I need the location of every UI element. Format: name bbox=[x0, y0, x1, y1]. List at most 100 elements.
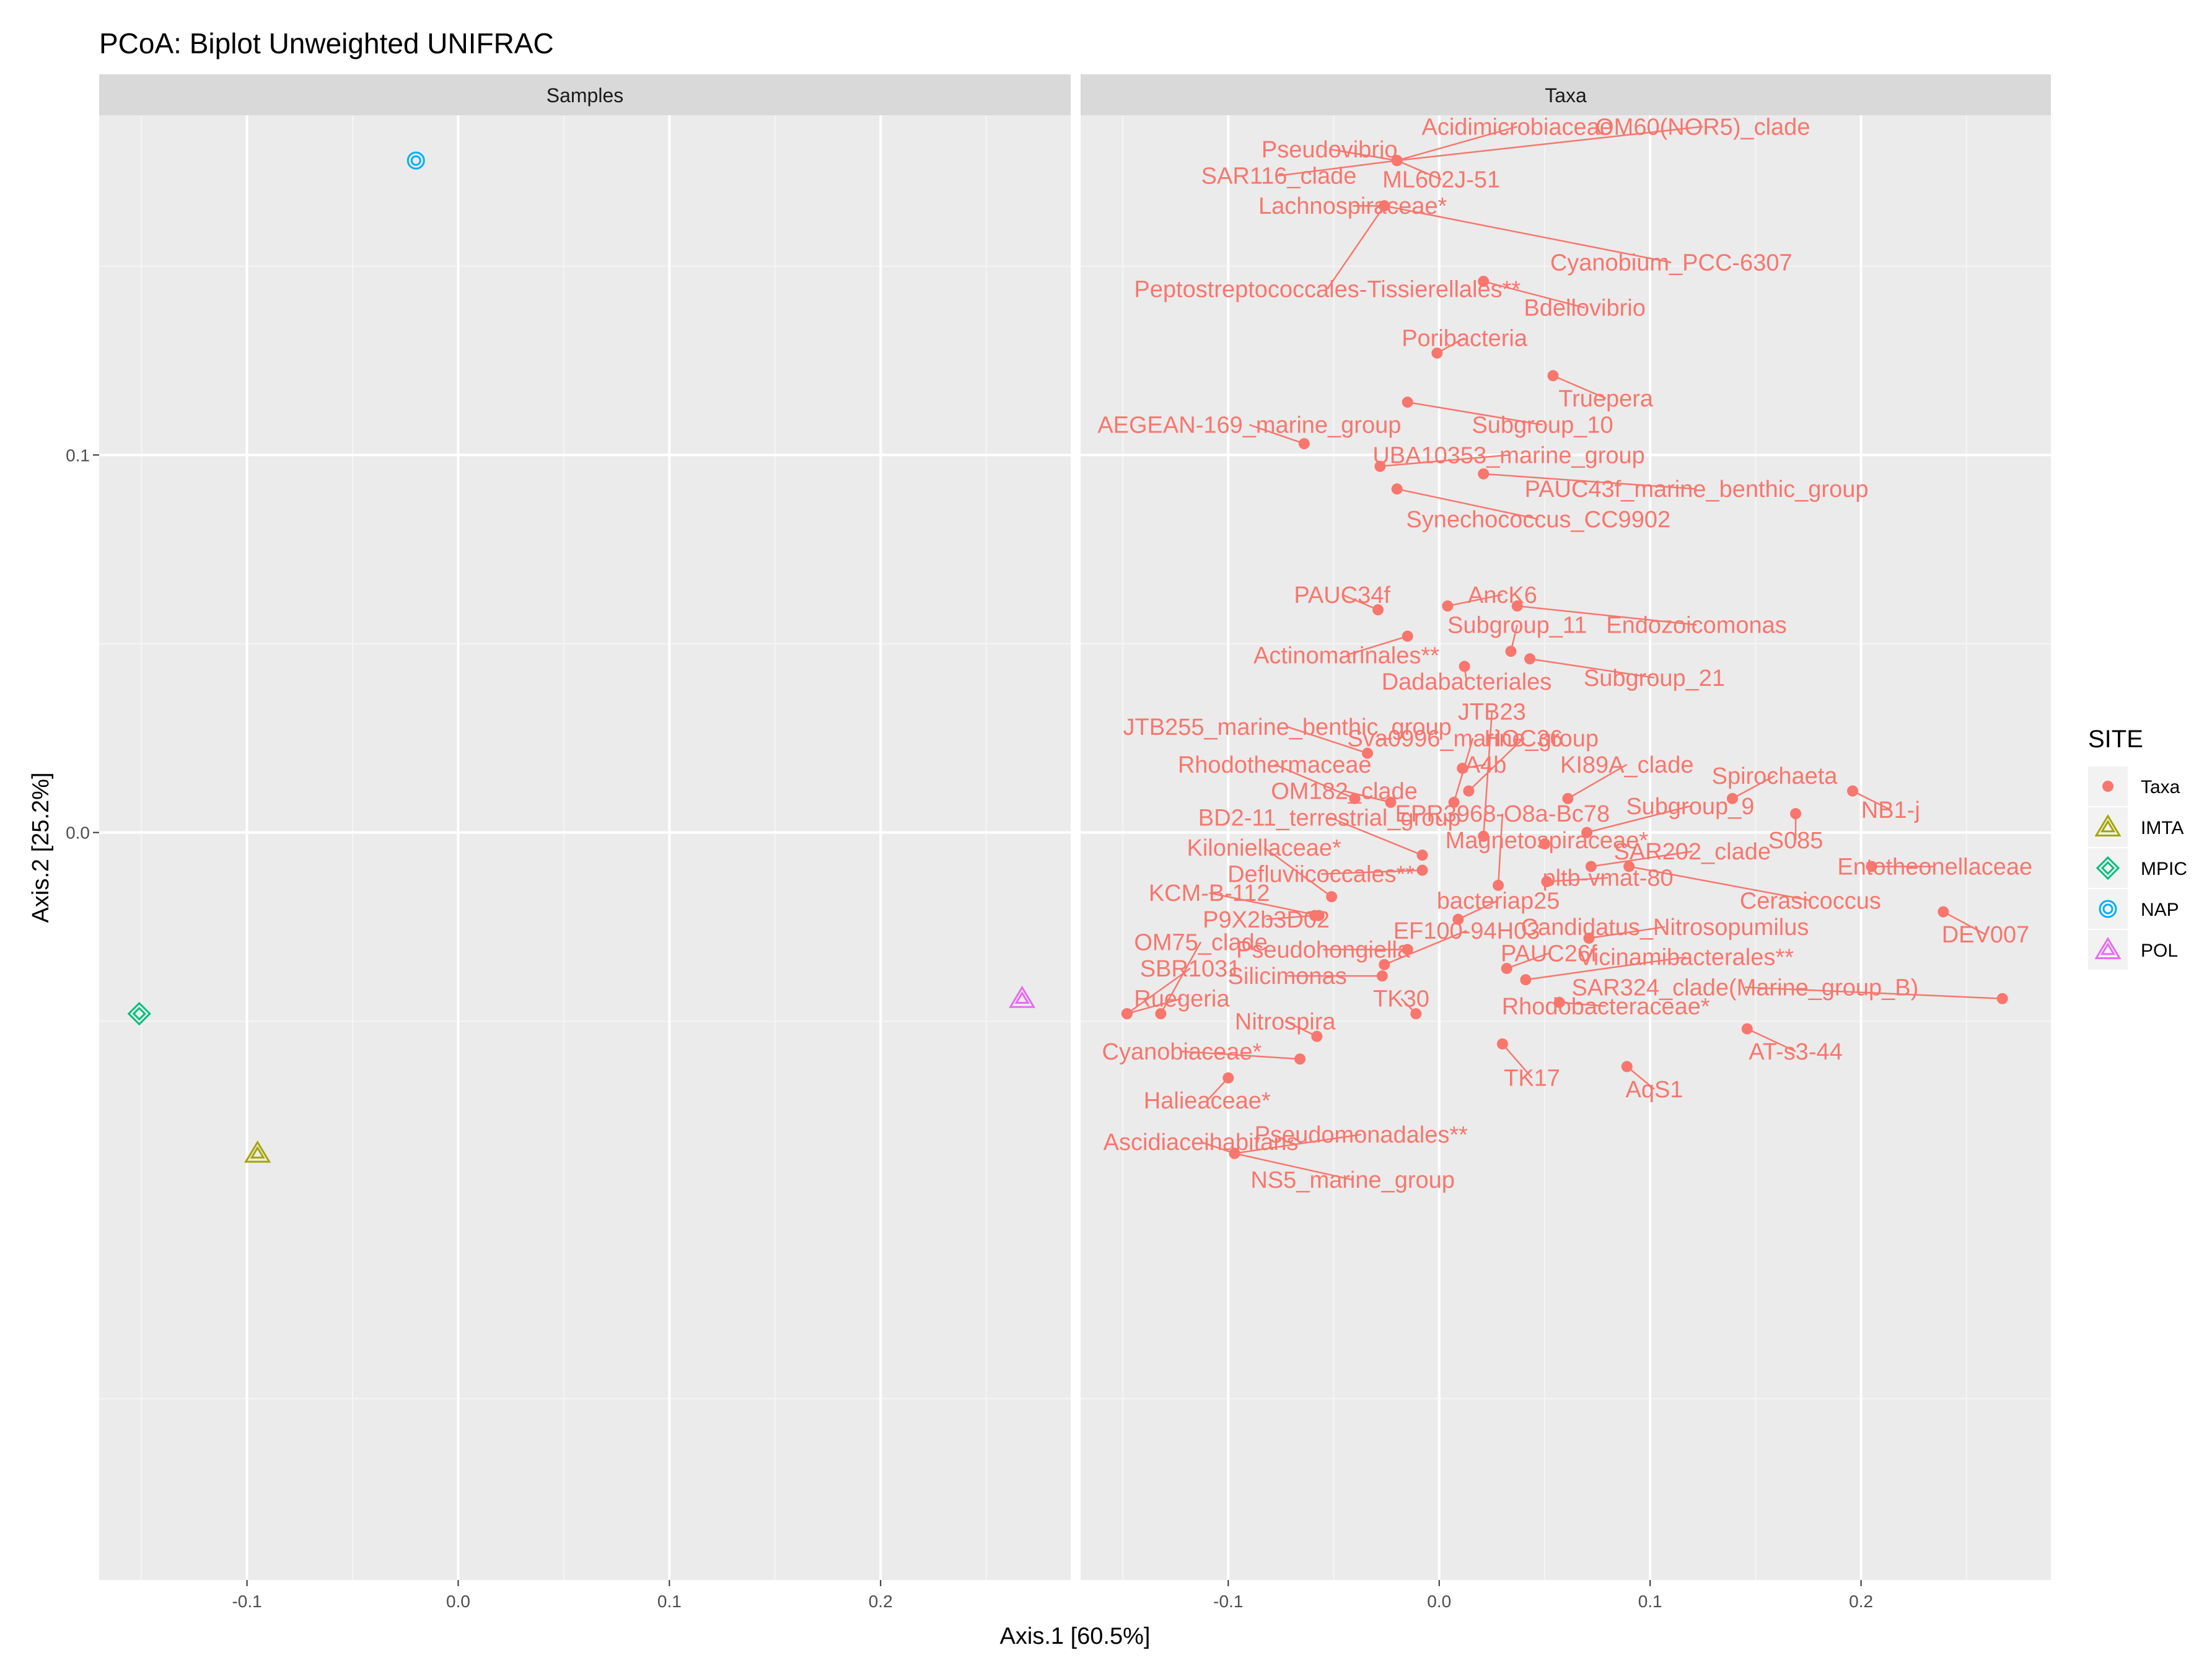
taxon-segment bbox=[1329, 817, 1423, 856]
taxon-label: Subgroup_9 bbox=[1626, 794, 1754, 820]
taxon-point bbox=[1726, 792, 1738, 804]
legend-key-mpic bbox=[2096, 856, 2120, 880]
taxon-point bbox=[1372, 604, 1384, 616]
taxon-label: AT-s3-44 bbox=[1749, 1039, 1842, 1065]
taxon-segment bbox=[1567, 763, 1628, 799]
taxon-label: NS5_marine_group bbox=[1250, 1167, 1455, 1193]
x-tick-label: 0.0 bbox=[446, 1592, 470, 1611]
taxon-label: NB1-j bbox=[1861, 797, 1920, 823]
taxon-label: UBA10353_marine_group bbox=[1372, 442, 1644, 468]
taxon-label: Poribacteria bbox=[1402, 325, 1528, 351]
taxon-segment bbox=[1468, 737, 1524, 792]
legend-key-background bbox=[2088, 807, 2128, 847]
taxon-label: Pseudovibrio bbox=[1262, 137, 1398, 163]
taxon-label: Subgroup_21 bbox=[1584, 665, 1725, 691]
taxon-point bbox=[1309, 910, 1320, 921]
strip-label-taxa: Taxa bbox=[1545, 84, 1587, 107]
taxon-label: SAR202_clade bbox=[1614, 839, 1771, 865]
x-axis-ticks: -0.1 0.0 0.1 0.2 -0.1 0.0 0.1 0.2 bbox=[232, 1580, 1873, 1611]
taxon-segment bbox=[1525, 956, 1687, 981]
legend-label: MPIC bbox=[2141, 859, 2187, 879]
taxon-point bbox=[1585, 861, 1597, 872]
taxon-segment bbox=[1209, 892, 1319, 916]
taxon-segment bbox=[1200, 1141, 1235, 1154]
legend-key-imta bbox=[2094, 814, 2122, 836]
taxon-label: JTB23 bbox=[1458, 700, 1526, 726]
taxon-label: KCM-B-112 bbox=[1149, 880, 1270, 906]
taxon-point bbox=[1379, 200, 1390, 212]
taxon-point bbox=[1505, 646, 1517, 657]
taxon-point bbox=[1416, 864, 1428, 876]
taxon-segment bbox=[1589, 926, 1666, 939]
taxon-label: Halieaceae* bbox=[1144, 1088, 1271, 1114]
legend-key-background bbox=[2088, 848, 2128, 888]
taxon-point bbox=[1493, 879, 1504, 891]
x-tick-label: 0.0 bbox=[1427, 1592, 1451, 1611]
taxon-point bbox=[1349, 792, 1361, 804]
taxon-point bbox=[1553, 996, 1565, 1008]
taxon-point bbox=[1621, 1061, 1633, 1073]
taxon-segment bbox=[1852, 790, 1891, 811]
taxon-label: Candidatus_Nitrosopumilus bbox=[1521, 915, 1809, 941]
taxon-segment bbox=[1341, 594, 1379, 611]
taxon-point bbox=[1121, 1008, 1133, 1020]
x-tick-label: 0.2 bbox=[1849, 1592, 1873, 1611]
legend-entry: IMTA bbox=[2088, 807, 2183, 847]
taxon-segment bbox=[1626, 1066, 1655, 1090]
taxon-point bbox=[1547, 370, 1559, 382]
taxon-segment bbox=[1126, 998, 1182, 1015]
taxon-segment bbox=[1745, 986, 2003, 999]
taxon-segment bbox=[1234, 1152, 1353, 1181]
taxon-label: Entotheonellaceae bbox=[1837, 854, 2032, 880]
x-axis-title: Axis.1 [60.5%] bbox=[1000, 1623, 1151, 1649]
chart-title: PCoA: Biplot Unweighted UNIFRAC bbox=[99, 27, 554, 59]
taxon-label: SAR116_clade bbox=[1201, 163, 1357, 189]
taxon-label: A4b bbox=[1465, 752, 1507, 778]
taxon-label: pltb-vmat-80 bbox=[1542, 866, 1673, 892]
legend-entry: NAP bbox=[2088, 889, 2179, 929]
taxon-label: AncK6 bbox=[1468, 582, 1537, 608]
legend-key-nap bbox=[2099, 900, 2117, 918]
legend-entry: Taxa bbox=[2088, 766, 2180, 806]
taxon-point bbox=[1478, 830, 1490, 842]
taxon-segment bbox=[1284, 1020, 1317, 1037]
taxon-label: Cyanobium_PCC-6307 bbox=[1550, 250, 1793, 276]
taxon-segment bbox=[1397, 126, 1703, 162]
strip-background-taxa bbox=[1081, 74, 2051, 115]
taxon-segment bbox=[1344, 790, 1391, 804]
taxon-label: TK17 bbox=[1504, 1066, 1560, 1092]
taxon-segment bbox=[1559, 1001, 1606, 1007]
taxon-label: Magnetospiraceae* bbox=[1446, 828, 1649, 854]
taxon-segment bbox=[1501, 1043, 1533, 1079]
taxon-label: Kiloniellaceae* bbox=[1187, 835, 1341, 861]
legend-label: POL bbox=[2141, 941, 2178, 961]
taxon-label: Bdellovibrio bbox=[1524, 296, 1645, 322]
taxon-label: OM75_clade bbox=[1134, 929, 1267, 955]
taxon-segment bbox=[1457, 900, 1499, 920]
taxon-segment bbox=[1628, 866, 1811, 902]
sample-points bbox=[127, 151, 1036, 1163]
x-tick-label: -0.1 bbox=[1213, 1592, 1243, 1611]
taxon-point bbox=[1402, 397, 1413, 408]
x-tick-label: 0.1 bbox=[657, 1592, 682, 1611]
legend: SITE Taxa IMTA MPIC NAP POL bbox=[2088, 726, 2187, 970]
taxon-segment bbox=[1274, 763, 1356, 799]
taxa-label-segments bbox=[1126, 126, 2003, 1181]
taxon-label: EF100-94H03 bbox=[1393, 918, 1540, 944]
x-tick-label: 0.1 bbox=[1638, 1592, 1662, 1611]
taxon-label: PAUC43f_marine_benthic_group bbox=[1525, 476, 1869, 502]
sample-point-mpic bbox=[127, 1001, 151, 1026]
taxon-point bbox=[1581, 827, 1593, 838]
taxon-point bbox=[1541, 875, 1553, 887]
taxon-point bbox=[1448, 796, 1460, 808]
y-axis-ticks: 0.0 0.1 bbox=[66, 445, 99, 843]
taxon-segment bbox=[1942, 911, 1986, 936]
taxon-point bbox=[1457, 763, 1468, 774]
taxon-point bbox=[1402, 944, 1413, 955]
taxon-segment bbox=[1346, 635, 1408, 656]
taxon-label: Defluviicoccales** bbox=[1227, 862, 1415, 888]
taxon-segment bbox=[1327, 205, 1385, 289]
taxon-label: OM182_clade bbox=[1271, 779, 1418, 805]
